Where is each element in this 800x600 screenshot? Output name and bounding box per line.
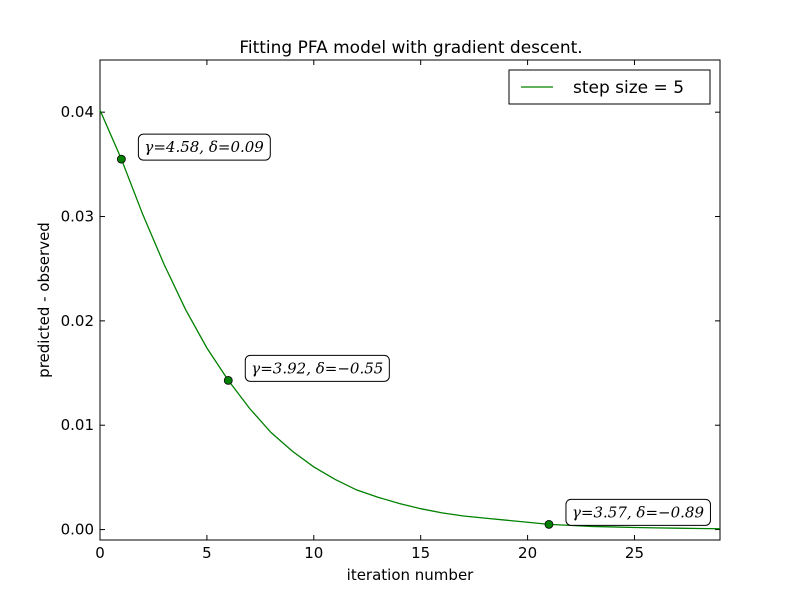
x-tick-label: 20 [518,544,537,562]
marker-layer [116,154,554,529]
annotation-box [137,133,271,161]
series-line [99,109,721,530]
x-tick-label: 15 [411,544,430,562]
annotation: γ=3.57, δ=−0.89 [565,498,711,526]
x-tick-label: 25 [625,544,644,562]
annotation-text: γ=3.92, δ=−0.55 [251,359,383,377]
y-axis: 0.00 0.01 0.02 0.03 0.04 [61,103,720,539]
y-axis-label: predicted - observed [35,222,53,378]
y-tick-label: 0.04 [61,103,94,121]
y-tick-label: 0.01 [61,416,94,434]
data-point-marker [223,375,233,385]
y-tick-label: 0.00 [61,521,94,539]
legend: step size = 5 [508,69,711,105]
x-axis-label: iteration number [347,566,475,584]
annotation: γ=4.58, δ=0.09 [137,133,271,161]
y-tick-label: 0.03 [61,208,94,226]
annotation-text: γ=3.57, δ=−0.89 [572,503,704,521]
annotation-text: γ=4.58, δ=0.09 [144,138,264,156]
annotation-box [565,498,711,526]
x-tick-label: 0 [95,544,105,562]
plot-frame [99,59,721,541]
legend-label: step size = 5 [573,78,684,98]
plot-area [99,59,721,541]
chart-title: Fitting PFA model with gradient descent. [239,38,582,58]
legend-box [508,69,711,105]
annotation-box [244,354,390,382]
data-point-marker [544,519,554,529]
annotation-layer: γ=4.58, δ=0.09 γ=3.92, δ=−0.55 γ=3.57, δ=−… [137,133,711,526]
series-layer [99,109,721,530]
annotation: γ=3.92, δ=−0.55 [244,354,390,382]
x-tick-label: 5 [202,544,212,562]
y-tick-label: 0.02 [61,312,94,330]
x-tick-label: 10 [304,544,323,562]
x-axis: 0 5 10 15 20 25 [95,60,644,562]
data-point-marker [116,154,126,164]
